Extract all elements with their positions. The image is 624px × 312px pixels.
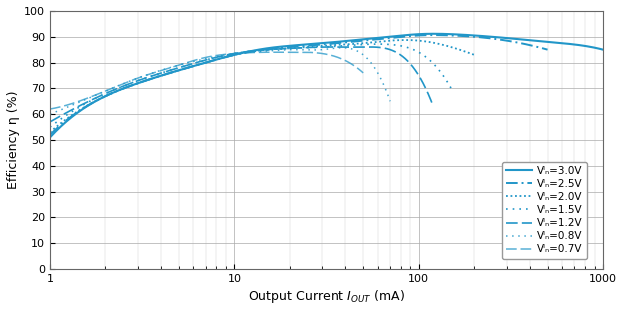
Vᴵₙ=0.8V (47, 112, 55, 116)
Vᴵₙ=2.5V (467, 35, 475, 38)
Line: Vᴵₙ=2.0V: Vᴵₙ=2.0V (50, 40, 474, 132)
Vᴵₙ=0.7V (331, 55, 339, 58)
Vᴵₙ=2.5V (46, 133, 54, 137)
Vᴵₙ=1.5V (46, 125, 54, 129)
Vᴵₙ=1.5V (411, 48, 419, 52)
Vᴵₙ=0.7V (232, 51, 239, 55)
Vᴵₙ=1.2V (273, 47, 281, 51)
Vᴵₙ=2.0V (46, 130, 54, 134)
Vᴵₙ=0.7V (296, 50, 303, 54)
Vᴵₙ=3.0V (376, 36, 383, 40)
Vᴵₙ=2.5V (429, 33, 436, 37)
Vᴵₙ=2.5V (351, 40, 358, 43)
Vᴵₙ=3.0V (514, 37, 522, 41)
Vᴵₙ=0.8V (339, 46, 346, 50)
Vᴵₙ=2.5V (544, 48, 551, 51)
Vᴵₙ=1.5V (292, 46, 300, 50)
Line: Vᴵₙ=3.0V: Vᴵₙ=3.0V (50, 34, 603, 137)
Vᴵₙ=1.2V (429, 105, 437, 108)
Vᴵₙ=2.5V (48, 131, 56, 135)
Legend: Vᴵₙ=3.0V, Vᴵₙ=2.5V, Vᴵₙ=2.0V, Vᴵₙ=1.5V, Vᴵₙ=1.2V, Vᴵₙ=0.8V, Vᴵₙ=0.7V: Vᴵₙ=3.0V, Vᴵₙ=2.5V, Vᴵₙ=2.0V, Vᴵₙ=1.5V, … (502, 162, 587, 259)
Vᴵₙ=2.0V (405, 38, 412, 42)
Vᴵₙ=0.8V (356, 50, 363, 54)
Vᴵₙ=2.5V (499, 38, 506, 42)
Vᴵₙ=2.5V (341, 41, 348, 44)
Vᴵₙ=2.0V (401, 38, 409, 42)
Vᴵₙ=2.0V (306, 45, 313, 49)
Vᴵₙ=2.0V (470, 53, 478, 57)
Vᴵₙ=1.2V (395, 52, 402, 56)
Line: Vᴵₙ=0.8V: Vᴵₙ=0.8V (50, 48, 390, 114)
Vᴵₙ=1.2V (371, 45, 378, 49)
Line: Vᴵₙ=0.7V: Vᴵₙ=0.7V (50, 52, 363, 109)
Vᴵₙ=0.7V (311, 51, 319, 55)
Vᴵₙ=0.8V (248, 50, 255, 54)
Vᴵₙ=1.5V (284, 46, 291, 50)
Vᴵₙ=0.7V (47, 107, 55, 111)
Vᴵₙ=3.0V (549, 41, 557, 44)
Vᴵₙ=1.5V (386, 42, 393, 46)
Vᴵₙ=1.5V (374, 42, 381, 46)
Vᴵₙ=1.2V (281, 47, 288, 51)
Vᴵₙ=1.5V (285, 46, 293, 50)
Vᴵₙ=2.5V (343, 41, 350, 44)
Vᴵₙ=0.8V (46, 112, 54, 116)
Vᴵₙ=1.2V (47, 119, 55, 123)
Vᴵₙ=3.0V (374, 36, 381, 40)
Vᴵₙ=2.0V (299, 46, 306, 49)
Vᴵₙ=1.5V (447, 86, 455, 90)
Vᴵₙ=2.0V (47, 129, 55, 133)
Vᴵₙ=0.8V (333, 46, 341, 50)
Y-axis label: Efficiency η (%): Efficiency η (%) (7, 91, 20, 189)
Vᴵₙ=1.2V (367, 45, 374, 49)
Vᴵₙ=0.7V (238, 51, 245, 55)
Vᴵₙ=0.7V (359, 71, 367, 75)
Vᴵₙ=0.7V (46, 107, 54, 111)
Vᴵₙ=0.8V (255, 50, 262, 53)
Vᴵₙ=3.0V (599, 48, 607, 51)
Vᴵₙ=0.7V (233, 51, 240, 55)
X-axis label: Output Current $I_{OUT}$ (mA): Output Current $I_{OUT}$ (mA) (248, 288, 405, 305)
Line: Vᴵₙ=1.5V: Vᴵₙ=1.5V (50, 44, 451, 127)
Vᴵₙ=3.0V (46, 135, 54, 139)
Line: Vᴵₙ=2.5V: Vᴵₙ=2.5V (50, 35, 547, 135)
Vᴵₙ=1.2V (46, 120, 54, 124)
Vᴵₙ=0.8V (386, 100, 394, 103)
Vᴵₙ=2.0V (298, 46, 305, 49)
Vᴵₙ=3.0V (429, 32, 437, 36)
Vᴵₙ=1.2V (275, 47, 282, 51)
Vᴵₙ=2.0V (432, 41, 440, 45)
Vᴵₙ=3.0V (48, 134, 56, 137)
Vᴵₙ=0.8V (249, 50, 256, 54)
Vᴵₙ=3.0V (385, 35, 392, 39)
Line: Vᴵₙ=1.2V: Vᴵₙ=1.2V (50, 47, 433, 122)
Vᴵₙ=1.5V (47, 124, 55, 128)
